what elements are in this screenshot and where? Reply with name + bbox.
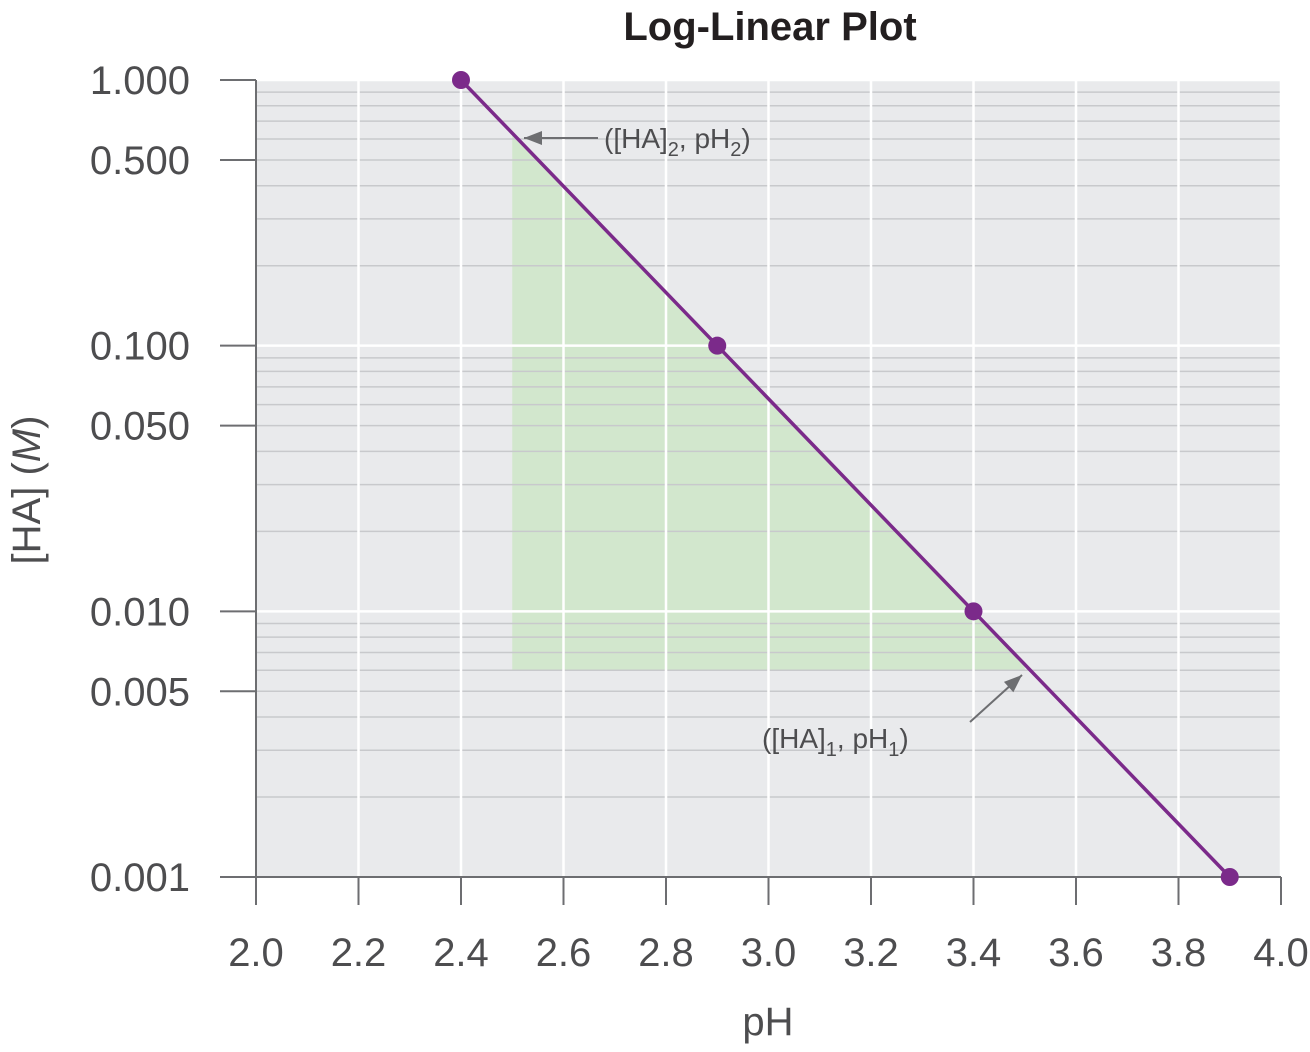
- y-tick-label: 0.005: [90, 670, 190, 714]
- x-tick-label: 3.4: [946, 931, 1002, 975]
- annotation-text-part: ): [741, 123, 750, 154]
- x-tick-label: 3.0: [741, 931, 797, 975]
- series-layer: [452, 71, 1239, 886]
- x-tick-label: 3.8: [1151, 931, 1207, 975]
- y-tick-label: 0.010: [90, 590, 190, 634]
- annotation-text-part: , pH: [837, 723, 888, 754]
- annotation-text-part: , pH: [679, 123, 730, 154]
- annotation-text-part: 1: [826, 739, 837, 761]
- y-axis-label-close: ): [5, 416, 49, 429]
- x-axis-label: pH: [742, 1000, 793, 1044]
- data-point: [964, 602, 983, 621]
- annotation-text-part: 2: [668, 139, 679, 161]
- y-tick-label: 0.100: [90, 325, 190, 369]
- major-grid: [256, 78, 1283, 877]
- x-tick-label: 2.2: [331, 931, 387, 975]
- annotation-text-part: ([HA]: [762, 723, 826, 754]
- y-axis-label-unit: M: [5, 428, 49, 462]
- y-tick-label: 0.050: [90, 405, 190, 449]
- x-tick-label: 3.6: [1048, 931, 1104, 975]
- series-line: [459, 78, 1232, 879]
- x-tick-label: 2.0: [228, 931, 284, 975]
- data-point: [708, 336, 727, 355]
- data-point: [452, 71, 470, 89]
- annotation-point2: ([HA]2, pH2): [604, 123, 751, 161]
- annotation-text-part: 1: [888, 739, 899, 761]
- chart-title: Log-Linear Plot: [623, 5, 916, 49]
- y-tick-label: 0.500: [90, 139, 190, 183]
- x-tick-label: 2.6: [536, 931, 592, 975]
- tick-labels: 2.0 2.2 2.4 2.6 2.8 3.0 3.2 3.4 3.6 3.8 4.0 1.000 0.…: [90, 59, 1309, 975]
- y-tick-label: 0.001: [90, 856, 190, 900]
- annotation-layer: ([HA]2, pH2)([HA]1, pH1): [524, 123, 1023, 761]
- annotation-text-part: 2: [730, 139, 741, 161]
- y-axis-label: [HA] (M): [5, 416, 49, 565]
- y-tick-label: 1.000: [90, 59, 190, 103]
- axes: [220, 79, 1282, 905]
- data-point: [1220, 868, 1239, 886]
- x-tick-label: 3.2: [843, 931, 899, 975]
- x-tick-label: 2.8: [638, 931, 694, 975]
- annotation-point1: ([HA]1, pH1): [762, 723, 909, 761]
- annotation-arrow-point2: [524, 131, 598, 145]
- annotation-arrow-head: [1003, 675, 1022, 693]
- y-axis-label-main: [HA] (: [5, 462, 49, 565]
- x-tick-label: 2.4: [433, 931, 489, 975]
- x-tick-label: 4.0: [1253, 931, 1309, 975]
- annotation-arrow-head: [524, 131, 542, 145]
- annotation-text-part: ): [899, 723, 908, 754]
- annotation-arrow-point1: [969, 674, 1023, 723]
- annotation-text-part: ([HA]: [604, 123, 668, 154]
